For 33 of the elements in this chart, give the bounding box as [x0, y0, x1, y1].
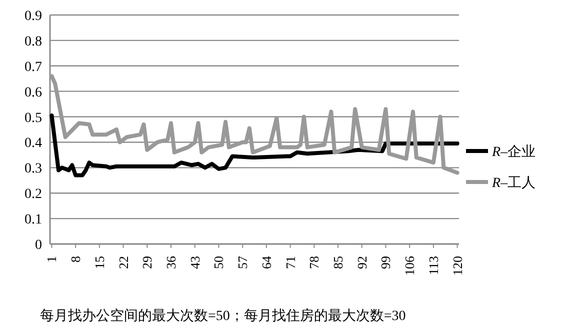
x-tick-label: 92	[354, 256, 370, 269]
y-tick-label: 0.1	[24, 212, 42, 228]
y-tick-label: 0.5	[24, 110, 42, 126]
x-tick-label: 113	[426, 256, 441, 276]
y-tick-label: 0.9	[24, 9, 42, 24]
x-tick-label: 85	[330, 256, 346, 269]
legend-label: R–企业	[491, 144, 536, 160]
x-tick-label: 29	[140, 256, 155, 269]
y-tick-label: 0.2	[24, 187, 42, 202]
line-series	[50, 74, 460, 175]
legend-label: R–工人	[491, 175, 536, 191]
x-tick-label: 1	[44, 256, 60, 262]
y-tick-label: 0.6	[24, 85, 42, 100]
y-tick-label: 0	[35, 238, 42, 253]
x-tick-label: 99	[378, 256, 394, 269]
y-tick-label: 0.8	[24, 34, 42, 50]
x-tick-label: 8	[68, 256, 84, 262]
y-tick-label: 0.3	[24, 162, 42, 177]
x-tick-label: 120	[450, 256, 465, 276]
x-tick-label: 106	[402, 256, 418, 276]
line-series	[50, 114, 460, 178]
y-tick-label: 0.4	[24, 136, 42, 152]
x-tick-label: 50	[211, 256, 226, 269]
x-tick-label: 22	[116, 256, 131, 269]
x-axis-title: 每月找办公空间的最大次数=50；每月找住房的最大次数=30	[40, 308, 406, 324]
x-tick-label: 71	[282, 256, 298, 269]
x-tick-label: 36	[163, 256, 178, 269]
y-tick-label: 0.7	[24, 60, 42, 75]
x-tick-label: 43	[187, 256, 202, 269]
x-tick-label: 78	[306, 256, 322, 269]
x-tick-label: 64	[258, 256, 274, 269]
x-tick-label: 57	[235, 256, 250, 269]
x-tick-label: 15	[92, 256, 107, 269]
